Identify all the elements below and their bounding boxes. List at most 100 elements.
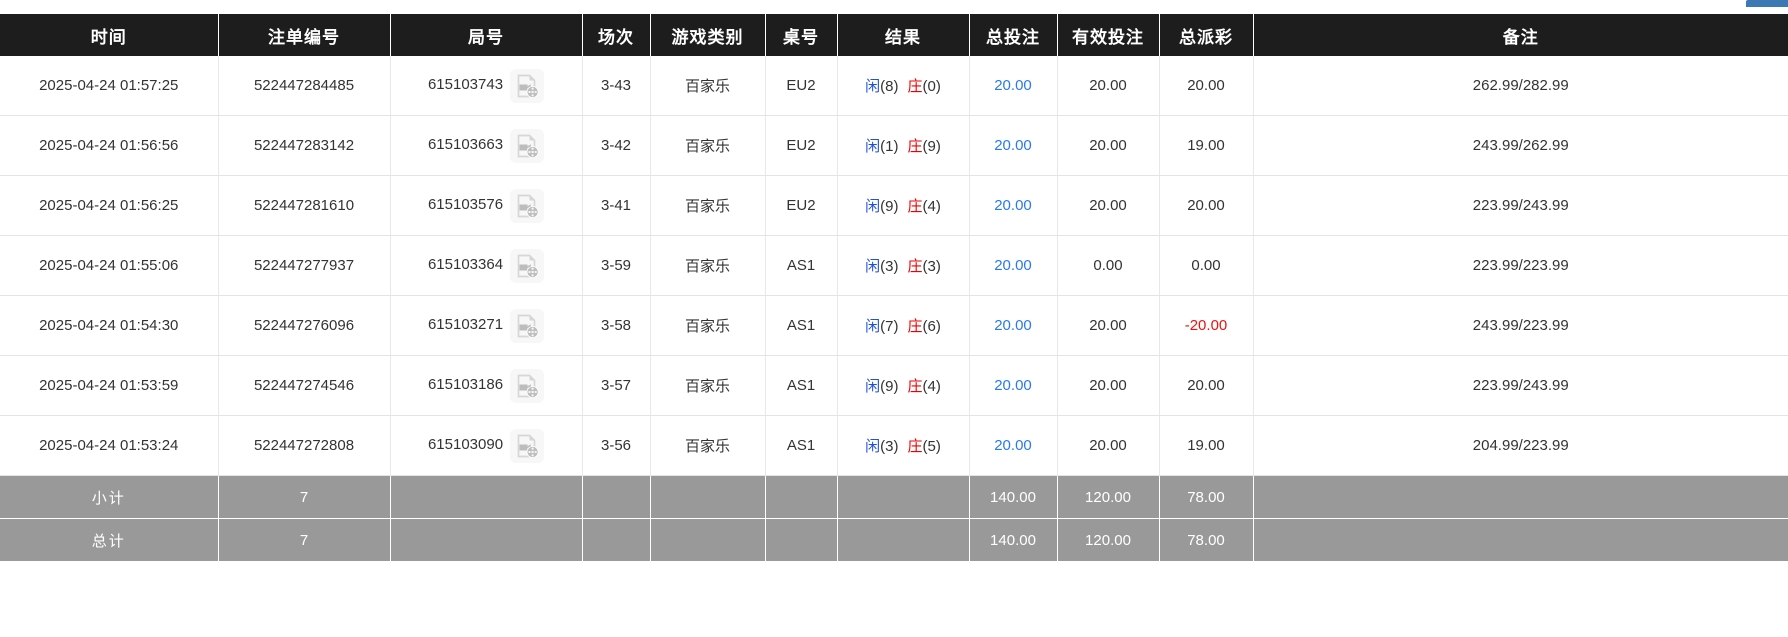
result-banker-group: 庄(5) [908, 435, 941, 456]
result-player-points: (9) [880, 198, 899, 215]
summary-cell-bet-id: 7 [218, 518, 391, 561]
cell-table-no: AS1 [765, 415, 838, 476]
cell-remark: 223.99/243.99 [1253, 175, 1788, 236]
time-text: 2025-04-24 01:54:30 [39, 317, 179, 334]
cell-total-payout: -20.00 [1159, 295, 1254, 356]
total-bet-text: 20.00 [994, 137, 1032, 154]
cell-total-payout: 19.00 [1159, 415, 1254, 476]
cell-round-no: 615103090 [390, 415, 583, 476]
cell-bet-id: 522447281610 [218, 175, 391, 236]
cell-remark: 223.99/223.99 [1253, 235, 1788, 296]
remark-text: 262.99/282.99 [1472, 77, 1569, 94]
video-replay-icon[interactable] [510, 248, 545, 283]
cell-time: 2025-04-24 01:53:24 [0, 415, 219, 476]
total-bet-text: 20.00 [994, 257, 1032, 274]
result-player-points: (3) [880, 258, 899, 275]
table-no-text: AS1 [786, 257, 816, 274]
result-player-label: 闲 [865, 198, 881, 215]
summary-cell-table-no [765, 518, 838, 561]
cell-session: 3-59 [582, 235, 651, 296]
video-replay-icon[interactable] [510, 368, 545, 403]
bet-id-text: 522447284485 [253, 77, 355, 94]
result-banker-label: 庄 [907, 378, 923, 395]
cell-time: 2025-04-24 01:56:56 [0, 115, 219, 176]
table-row: 2025-04-24 01:57:25 522447284485 615103743… [0, 56, 1788, 116]
session-text: 3-59 [600, 257, 632, 274]
bet-id-text: 522447283142 [253, 137, 355, 154]
video-replay-icon[interactable] [510, 428, 545, 463]
column-header-table_no: 桌号 [765, 14, 838, 56]
result-banker-group: 庄(0) [908, 75, 941, 96]
remark-text: 223.99/243.99 [1472, 377, 1569, 394]
session-text: 3-41 [600, 197, 632, 214]
result-banker-label: 庄 [907, 78, 923, 95]
result-banker-points: (6) [922, 318, 941, 335]
round-no-text: 615103576 [427, 196, 504, 214]
game-type-text: 百家乐 [684, 438, 730, 455]
result-banker-label: 庄 [907, 138, 923, 155]
cell-bet-id: 522447276096 [218, 295, 391, 356]
table-no-text: EU2 [786, 137, 816, 154]
cell-total-payout: 0.00 [1159, 235, 1254, 296]
result-banker-points: (3) [922, 258, 941, 275]
result-player-points: (8) [880, 78, 899, 95]
summary-row: 小计 7 140.00 120.00 78.00 [0, 475, 1788, 519]
remark-text: 223.99/223.99 [1472, 257, 1569, 274]
summary-cell-remark [1253, 518, 1788, 561]
cell-table-no: EU2 [765, 56, 838, 116]
cell-result: 闲(8) 庄(0) [837, 56, 970, 116]
round-no-text: 615103271 [427, 316, 504, 334]
result-value: 闲(3) 庄(5) [865, 435, 941, 456]
summary-total-payout: 78.00 [1187, 531, 1225, 549]
summary-count: 7 [299, 531, 309, 549]
table-body: 2025-04-24 01:57:25 522447284485 615103743… [0, 56, 1788, 476]
total-bet-text: 20.00 [994, 437, 1032, 454]
video-replay-icon[interactable] [510, 128, 545, 163]
remark-text: 243.99/223.99 [1472, 317, 1569, 334]
result-banker-group: 庄(9) [908, 135, 941, 156]
result-banker-label: 庄 [907, 438, 923, 455]
cell-total-payout: 19.00 [1159, 115, 1254, 176]
summary-valid-bet: 120.00 [1085, 531, 1131, 549]
cell-result: 闲(9) 庄(4) [837, 355, 970, 416]
cell-remark: 262.99/282.99 [1253, 56, 1788, 116]
cell-remark: 204.99/223.99 [1253, 415, 1788, 476]
total-payout-text: 19.00 [1187, 137, 1225, 154]
table-header: 时间 注单编号 局号 场次 游戏类别 桌号 结果 总投注 有效投注 总派彩 备注 [0, 14, 1788, 56]
bet-history-table: 时间 注单编号 局号 场次 游戏类别 桌号 结果 总投注 有效投注 总派彩 备注 2025-04-2… [0, 14, 1788, 561]
cell-valid-bet: 20.00 [1057, 115, 1160, 176]
cell-total-payout: 20.00 [1159, 56, 1254, 116]
cell-bet-id: 522447283142 [218, 115, 391, 176]
summary-valid-bet: 120.00 [1085, 488, 1131, 506]
table-row: 2025-04-24 01:53:59 522447274546 615103186… [0, 355, 1788, 416]
top-edge-blue-fragment [1746, 0, 1788, 7]
cell-table-no: EU2 [765, 175, 838, 236]
game-type-text: 百家乐 [684, 138, 730, 155]
result-player-points: (7) [880, 318, 899, 335]
video-replay-icon[interactable] [510, 308, 545, 343]
cell-total-bet: 20.00 [969, 295, 1058, 356]
summary-cell-round-no [390, 475, 583, 519]
video-replay-icon[interactable] [510, 68, 545, 103]
result-player-group: 闲(9) [865, 195, 898, 216]
cell-round-no: 615103663 [390, 115, 583, 176]
video-replay-icon[interactable] [510, 188, 545, 223]
result-value: 闲(1) 庄(9) [865, 135, 941, 156]
result-player-points: (9) [880, 378, 899, 395]
result-banker-label: 庄 [907, 318, 923, 335]
table-row: 2025-04-24 01:56:56 522447283142 615103663… [0, 115, 1788, 176]
column-header-time: 时间 [0, 14, 219, 56]
column-header-game_type: 游戏类别 [650, 14, 766, 56]
column-header-result: 结果 [837, 14, 970, 56]
result-banker-points: (4) [922, 378, 941, 395]
bet-id-text: 522447277937 [253, 257, 355, 274]
cell-bet-id: 522447277937 [218, 235, 391, 296]
column-header-round_no: 局号 [390, 14, 583, 56]
valid-bet-text: 20.00 [1089, 197, 1127, 214]
result-banker-label: 庄 [907, 198, 923, 215]
time-text: 2025-04-24 01:57:25 [39, 77, 179, 94]
cell-game-type: 百家乐 [650, 235, 766, 296]
result-banker-points: (4) [922, 198, 941, 215]
cell-total-payout: 20.00 [1159, 355, 1254, 416]
session-text: 3-43 [600, 77, 632, 94]
